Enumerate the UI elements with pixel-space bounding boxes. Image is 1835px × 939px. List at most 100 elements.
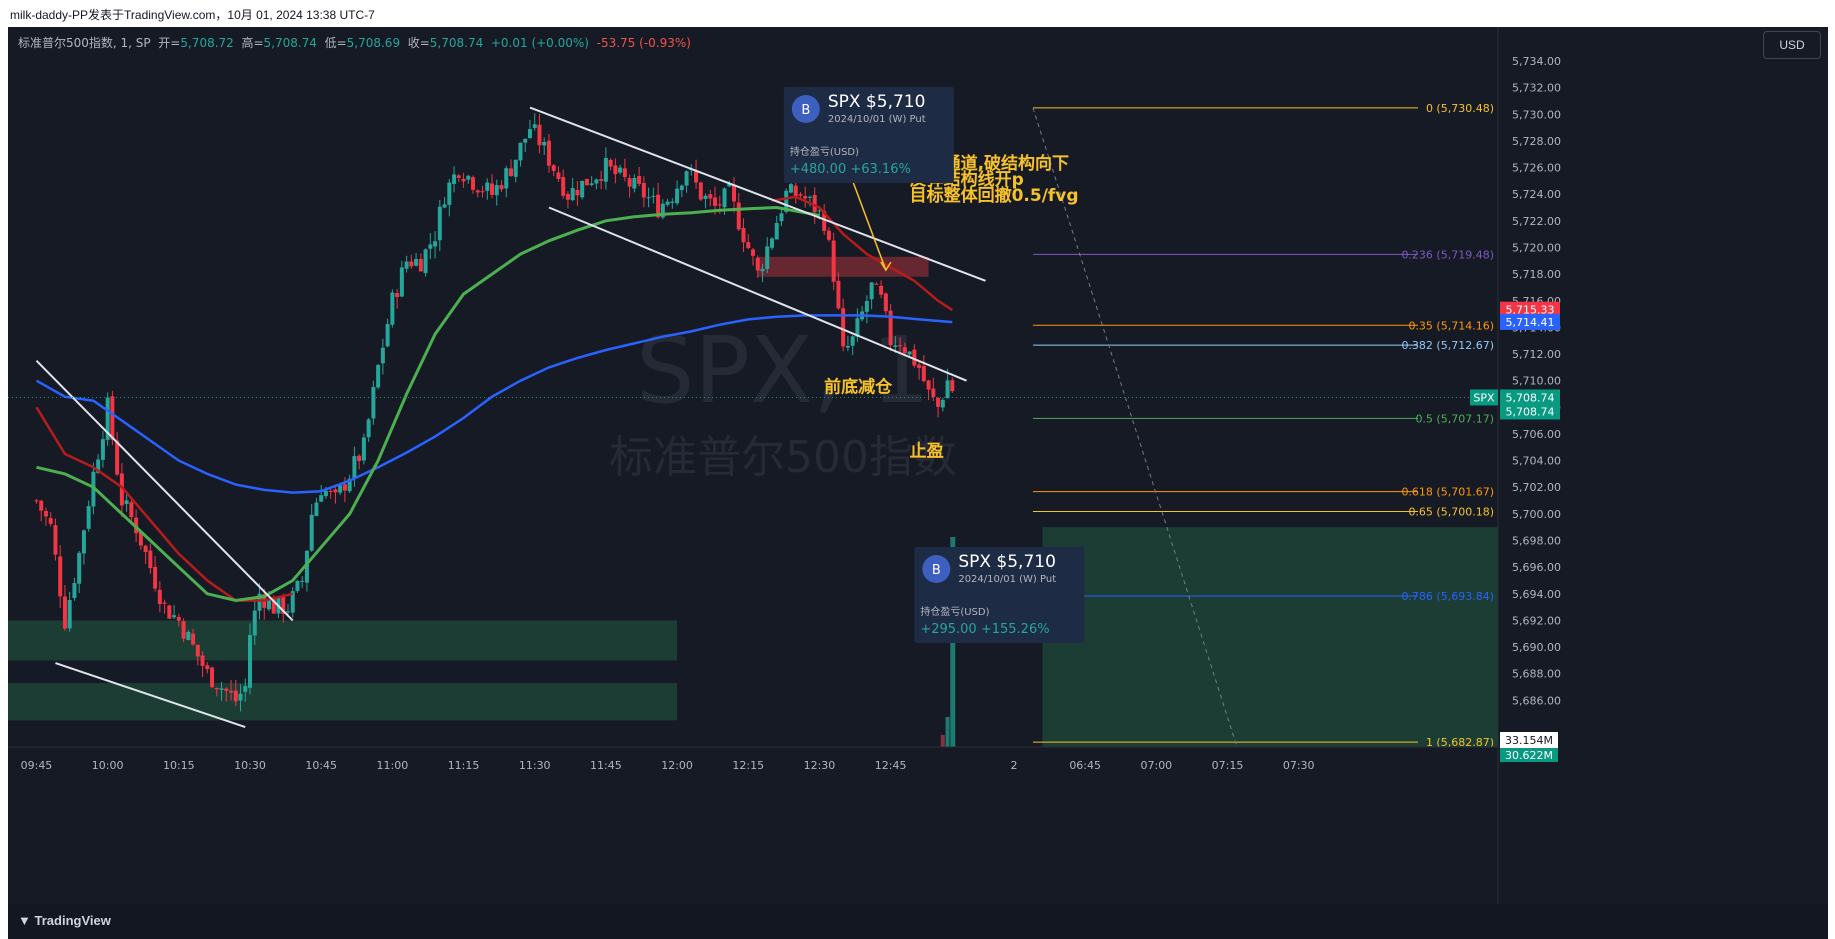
legend-change: +0.01 (+0.00%) <box>490 36 589 50</box>
candle-body <box>442 204 447 208</box>
tradingview-logo[interactable]: ▼ TradingView <box>18 913 111 928</box>
candle-body <box>456 175 461 178</box>
candle-body <box>779 213 784 222</box>
fib-label-0: 0 (5,730.48) <box>1426 102 1494 115</box>
candle-body <box>504 168 509 189</box>
candle-body <box>494 185 499 196</box>
volume-ma-tag-bg <box>1500 748 1558 762</box>
candle-body <box>684 171 689 186</box>
candle-body <box>950 380 955 392</box>
watermark-symbol: SPX, 1 <box>636 317 930 424</box>
candle-body <box>452 174 457 184</box>
candle-body <box>898 345 903 347</box>
candle-body <box>670 201 675 203</box>
y-tick-label: 5,710.00 <box>1512 375 1561 388</box>
currency-button[interactable]: USD <box>1763 31 1821 59</box>
price-tag-bg <box>1500 389 1560 406</box>
y-tick-label: 5,730.00 <box>1512 108 1561 121</box>
candle-body <box>338 485 343 493</box>
x-tick-label: 10:45 <box>305 759 337 772</box>
candle-body <box>665 201 670 205</box>
tv-logo-icon: ▼ <box>18 913 31 928</box>
candle-body <box>940 399 945 408</box>
candle-body <box>371 387 376 419</box>
candle-body <box>157 589 162 604</box>
x-tick-label: 07:15 <box>1212 759 1244 772</box>
x-tick-label: 09:45 <box>21 759 53 772</box>
candle-body <box>532 124 537 128</box>
fib-label-8: 1 (5,682.87) <box>1426 736 1494 749</box>
spx-tag: SPX <box>1473 391 1495 404</box>
trade-card-0: B SPX $5,710 2024/10/01 (W) Put 持仓盈亏(USD) +4… <box>783 87 954 183</box>
candle-body <box>471 177 476 190</box>
candle-body <box>357 455 362 461</box>
volume-bar <box>940 735 945 747</box>
y-tick-label: 5,692.00 <box>1512 614 1561 627</box>
fib-label-7: 0.786 (5,693.84) <box>1401 590 1494 603</box>
candle-body <box>584 178 589 186</box>
candle-body <box>613 165 618 175</box>
trade-card-pnl-label: 持仓盈亏(USD) <box>920 605 989 618</box>
candle-body <box>736 202 741 230</box>
target-zone <box>1042 527 1498 747</box>
candle-body <box>850 336 855 346</box>
candle-body <box>732 184 737 202</box>
candle-body <box>931 388 936 397</box>
candle-body <box>214 687 219 690</box>
price-tag-label: 5,715.33 <box>1506 304 1555 317</box>
trend-line-2 <box>55 662 246 728</box>
trend-line-3 <box>529 106 986 282</box>
volume-tag: 33.154M <box>1505 734 1553 747</box>
candle-body <box>537 124 542 146</box>
candle-body <box>43 511 48 517</box>
candle-body <box>565 194 570 200</box>
price-chart[interactable]: SPX, 1 标准普尔500指数 0 (5,730.48) 0.236 (5,719.… <box>8 27 1828 904</box>
candle-body <box>271 599 276 614</box>
chart-panel[interactable]: SPX, 1 标准普尔500指数 0 (5,730.48) 0.236 (5,719.… <box>8 27 1828 904</box>
price-tag-label: 5,708.74 <box>1506 405 1555 418</box>
candle-body <box>176 617 181 621</box>
candle-body <box>352 456 357 479</box>
candle-body <box>475 190 480 193</box>
candle-body <box>603 157 608 182</box>
brand-label: TradingView <box>34 913 111 928</box>
candle-body <box>333 489 338 493</box>
legend-day-change: -53.75 (-0.93%) <box>596 36 691 50</box>
candle-body <box>376 365 381 388</box>
arrow-head-icon <box>880 261 892 272</box>
candle-body <box>404 261 409 269</box>
candle-body <box>580 180 585 198</box>
ohlc-legend: 标准普尔500指数, 1, SP 开=5,708.72 高=5,708.74 低… <box>18 34 691 51</box>
trade-card-subtitle: 2024/10/01 (W) Put <box>958 574 1056 585</box>
candle-body <box>883 293 888 312</box>
watermark-name: 标准普尔500指数 <box>609 432 957 483</box>
candle-body <box>437 206 442 241</box>
candle-body <box>746 242 751 249</box>
trade-card-title: SPX $5,710 <box>828 92 926 112</box>
candle-body <box>527 129 532 138</box>
candle-body <box>186 632 191 641</box>
candle-body <box>727 184 732 187</box>
fvg-zone-lower <box>8 683 678 721</box>
candle-body <box>485 182 490 191</box>
x-tick-label: 12:30 <box>804 759 836 772</box>
candle-body <box>191 633 196 645</box>
y-tick-label: 5,694.00 <box>1512 588 1561 601</box>
ema-green <box>36 205 820 603</box>
candle-body <box>513 159 518 177</box>
candle-body <box>546 140 551 166</box>
ema-red-early <box>35 406 293 602</box>
candle-body <box>229 690 234 693</box>
candle-body <box>53 525 58 555</box>
legend-symbol[interactable]: 标准普尔500指数, 1, SP <box>18 36 151 50</box>
candle-body <box>323 490 328 497</box>
candle-body <box>124 500 129 505</box>
price-tag-bg <box>1500 313 1560 330</box>
legend-open: 5,708.72 <box>180 36 234 50</box>
candle-body <box>67 599 72 629</box>
candle-body <box>722 188 727 208</box>
candle-body <box>96 459 101 473</box>
candle-body <box>698 182 703 200</box>
y-tick-label: 5,686.00 <box>1512 694 1561 707</box>
